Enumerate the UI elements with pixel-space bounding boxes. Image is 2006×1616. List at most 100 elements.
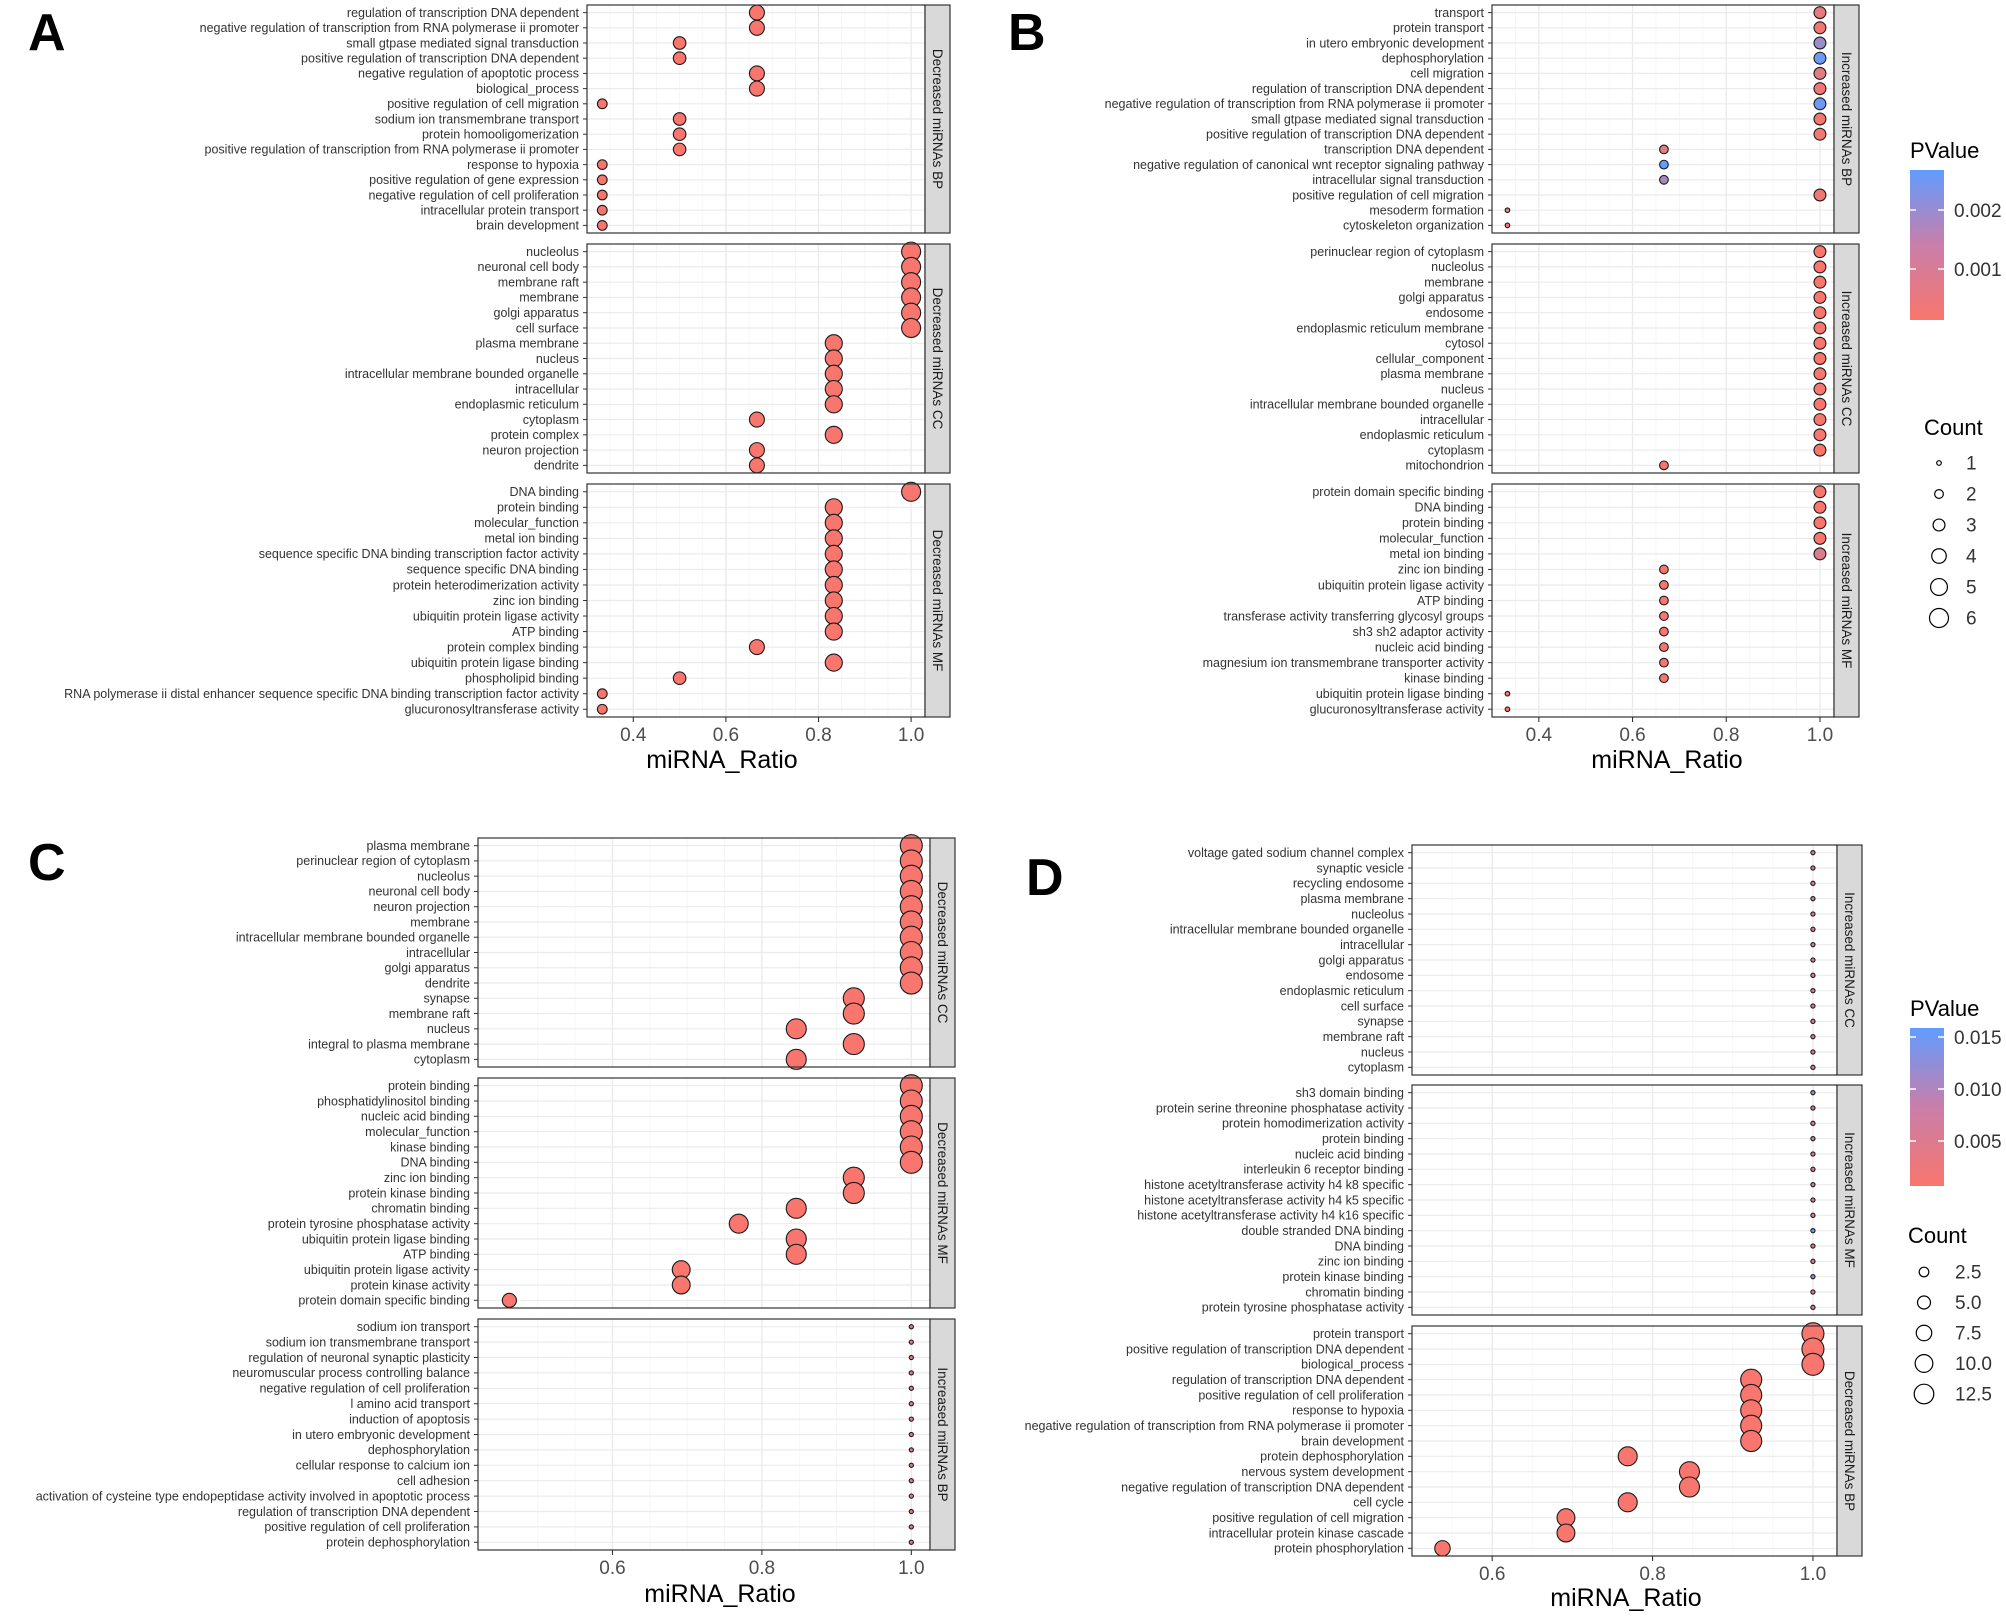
term-label: intracellular protein transport [421, 204, 580, 218]
data-point [748, 65, 765, 82]
term-label: chromatin binding [1305, 1285, 1404, 1299]
data-point [748, 19, 765, 36]
data-point [1813, 112, 1827, 126]
term-label: intracellular signal transduction [1312, 173, 1484, 187]
data-point [1659, 657, 1669, 668]
data-point [1813, 97, 1827, 111]
term-label: cytoplasm [1428, 443, 1484, 457]
term-label: phospholipid binding [465, 671, 579, 685]
data-point [842, 1181, 865, 1205]
term-label: cytoplasm [523, 413, 579, 427]
data-point [824, 334, 843, 353]
data-point [1659, 595, 1669, 606]
term-label: integral to plasma membrane [308, 1037, 470, 1051]
term-label: plasma membrane [1380, 367, 1484, 381]
term-label: intracellular [1340, 938, 1404, 952]
data-point [1810, 1182, 1816, 1188]
term-label: membrane [519, 291, 579, 305]
x-tick-label: 0.8 [1639, 1564, 1665, 1585]
data-point [1810, 1105, 1816, 1111]
term-label: positive regulation of cell proliferatio… [264, 1520, 470, 1534]
term-label: positive regulation of cell migration [1212, 1511, 1404, 1525]
term-label: chromatin binding [371, 1202, 470, 1216]
term-label: intracellular membrane bounded organelle [1250, 398, 1484, 412]
term-label: negative regulation of transcription DNA… [1121, 1480, 1404, 1494]
data-point [1659, 564, 1669, 575]
term-label: intracellular [1420, 413, 1484, 427]
data-point [1810, 1228, 1816, 1234]
term-label: plasma membrane [1300, 892, 1404, 906]
data-point [1813, 397, 1827, 411]
term-label: regulation of neuronal synaptic plastici… [248, 1351, 470, 1365]
data-point [1504, 706, 1511, 713]
term-label: protein tyrosine phosphatase activity [1202, 1301, 1405, 1315]
data-point [1810, 850, 1816, 856]
data-point [908, 1324, 914, 1330]
data-point [908, 1431, 914, 1438]
term-label: kinase binding [390, 1140, 470, 1154]
term-label: plasma membrane [475, 337, 579, 351]
term-label: phosphatidylinositol binding [317, 1094, 470, 1108]
term-label: intracellular [515, 382, 579, 396]
term-label: membrane raft [389, 1007, 471, 1021]
facet-strip-label: Increased miRNAs BP [935, 1367, 950, 1501]
term-label: neuronal cell body [478, 260, 580, 274]
data-point [748, 442, 765, 459]
term-label: nucleolus [526, 245, 579, 259]
term-label: protein binding [388, 1079, 470, 1093]
data-point [1504, 690, 1511, 697]
term-label: metal ion binding [1389, 547, 1484, 561]
data-point [1810, 1212, 1816, 1218]
legend-count-circle [1913, 1383, 1935, 1405]
data-point [1740, 1429, 1763, 1453]
legend-d-pvalue-title: PValue [1910, 996, 1979, 1021]
term-label: golgi apparatus [1399, 291, 1484, 305]
term-label: kinase binding [1404, 671, 1484, 685]
term-label: negative regulation of transcription fro… [200, 21, 579, 35]
term-label: DNA binding [401, 1156, 471, 1170]
legend-d-pvalue-tick: 0.005 [1954, 1132, 2002, 1153]
data-point [842, 1033, 865, 1056]
data-point [899, 1150, 923, 1174]
term-label: l amino acid transport [350, 1397, 470, 1411]
term-label: protein transport [1313, 1327, 1405, 1341]
term-label: cytoskeleton organization [1343, 219, 1484, 233]
facet-strip-label: Decreased miRNAs MF [930, 530, 945, 672]
legend-count-circle [1916, 1295, 1932, 1310]
term-label: nervous system development [1241, 1465, 1404, 1479]
term-label: intracellular protein kinase cascade [1209, 1526, 1404, 1540]
data-point [901, 481, 922, 502]
data-point [1659, 611, 1669, 621]
term-label: positive regulation of transcription DNA… [1206, 128, 1484, 142]
term-label: neuromuscular process controlling balanc… [232, 1366, 470, 1380]
term-label: dendrite [425, 976, 470, 990]
panel-label-a: A [28, 4, 66, 62]
data-point [596, 688, 608, 700]
data-point [1617, 1492, 1638, 1513]
term-label: cell surface [1341, 999, 1404, 1013]
data-point [1813, 516, 1827, 530]
term-label: sh3 sh2 adaptor activity [1353, 625, 1485, 639]
term-label: mesoderm formation [1369, 204, 1484, 218]
legend-count-circle [1931, 548, 1947, 564]
term-label: nucleic acid binding [1375, 640, 1484, 654]
term-label: synaptic vesicle [1316, 861, 1404, 875]
facet-increased-mirnas-mf: protein domain specific binding DNA bindi… [1203, 483, 1860, 718]
term-label: in utero embryonic development [292, 1428, 470, 1442]
data-point [824, 379, 843, 399]
term-label: histone acetyltransferase activity h4 k1… [1137, 1209, 1404, 1223]
data-point [1810, 1274, 1816, 1280]
data-point [824, 544, 843, 563]
data-point [1810, 1049, 1816, 1055]
term-label: protein homodimerization activity [1222, 1117, 1405, 1131]
legend-count-circle [1936, 460, 1942, 466]
legend-count-label: 7.5 [1955, 1324, 1981, 1345]
term-label: endosome [1346, 969, 1404, 983]
x-tick-label: 1.0 [898, 1558, 924, 1579]
data-point [1813, 188, 1827, 202]
data-point [842, 1002, 865, 1025]
data-point [1813, 260, 1827, 274]
data-point [1810, 896, 1816, 902]
data-point [1659, 144, 1669, 155]
